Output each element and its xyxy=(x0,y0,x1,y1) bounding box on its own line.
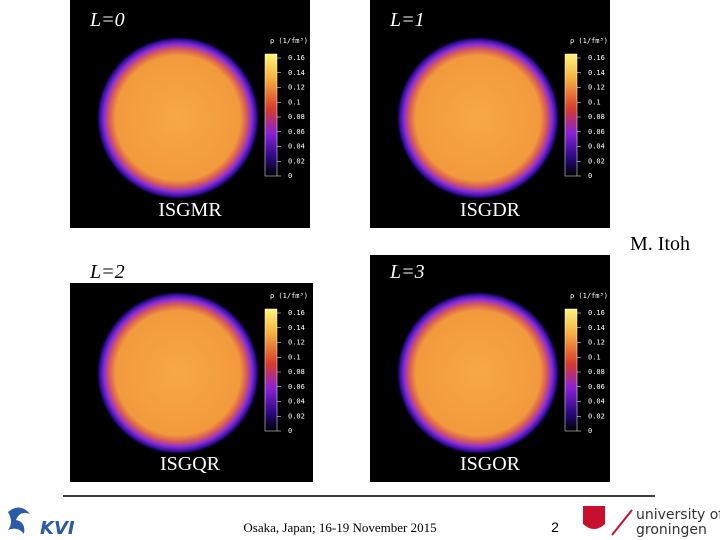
colorbar-tick-label: 0.08 xyxy=(588,368,605,376)
density-blob xyxy=(96,36,260,200)
panel-label: L=2 xyxy=(89,261,125,283)
colorbar-tick-label: 0.16 xyxy=(288,54,305,62)
panels: ρ (1/fm³) 0.16 0.14 0.12 0.1 0.08 0.06 0.04 0.02… xyxy=(70,0,610,482)
colorbar-tick-label: 0.12 xyxy=(588,84,605,92)
colorbar-tick-label: 0.12 xyxy=(288,339,305,347)
colorbar-tick-label: 0.16 xyxy=(588,54,605,62)
colorbar-tick-label: 0.06 xyxy=(588,128,605,136)
colorbar-tick-label: 0.06 xyxy=(288,128,305,136)
colorbar-tick-label: 0.12 xyxy=(588,339,605,347)
author: M. Itoh xyxy=(630,233,690,255)
panel-label: L=1 xyxy=(389,9,425,31)
colorbar-tick-label: 0.02 xyxy=(588,412,605,420)
page-number: 2 xyxy=(551,519,559,535)
colorbar-tick-label: 0.16 xyxy=(588,309,605,317)
colorbar-tick-label: 0.06 xyxy=(288,383,305,391)
colorbar-tick-label: 0.04 xyxy=(288,398,305,406)
colorbar-tick-label: 0 xyxy=(288,427,292,435)
colorbar-tick-label: 0.08 xyxy=(288,368,305,376)
colorbar-tick-label: 0.14 xyxy=(588,69,605,77)
mode-label: ISGQR xyxy=(160,453,221,475)
right-logo-line: groningen xyxy=(636,522,707,538)
colorbar-tick-label: 0.02 xyxy=(288,412,305,420)
colorbar-tick-label: 0.1 xyxy=(588,353,601,361)
left-logo: KVI xyxy=(40,518,75,539)
colorbar-title: ρ (1/fm³) xyxy=(570,37,608,45)
colorbar-tick-label: 0 xyxy=(588,427,592,435)
mode-label: ISGMR xyxy=(158,199,222,221)
colorbar-title: ρ (1/fm³) xyxy=(270,37,308,45)
colorbar-tick-label: 0.04 xyxy=(588,398,605,406)
colorbar xyxy=(264,308,278,432)
colorbar-tick-label: 0 xyxy=(588,172,592,180)
colorbar xyxy=(264,53,278,177)
mode-label: ISGOR xyxy=(460,453,521,475)
colorbar-tick-label: 0.04 xyxy=(588,143,605,151)
colorbar-title: ρ (1/fm³) xyxy=(270,292,308,300)
colorbar-tick-label: 0.16 xyxy=(288,309,305,317)
panel-label: L=0 xyxy=(89,9,125,31)
colorbar-tick-label: 0 xyxy=(288,172,292,180)
colorbar-tick-label: 0.06 xyxy=(588,383,605,391)
colorbar-tick-label: 0.1 xyxy=(588,98,601,106)
colorbar-tick-label: 0.08 xyxy=(288,113,305,121)
density-blob xyxy=(396,291,560,455)
colorbar xyxy=(564,308,578,432)
colorbar-tick-label: 0.14 xyxy=(288,324,305,332)
colorbar-title: ρ (1/fm³) xyxy=(570,292,608,300)
panel-label: L=3 xyxy=(389,261,425,283)
kvi-logo: KVI xyxy=(8,507,75,539)
colorbar xyxy=(564,53,578,177)
footer-venue: Osaka, Japan; 16-19 November 2015 xyxy=(243,520,436,535)
mode-label: ISGDR xyxy=(460,199,521,221)
right-logo-line: university of xyxy=(636,507,720,523)
density-blob xyxy=(96,291,260,455)
colorbar-tick-label: 0.14 xyxy=(588,324,605,332)
colorbar-tick-label: 0.04 xyxy=(288,143,305,151)
colorbar-tick-label: 0.02 xyxy=(588,157,605,165)
colorbar-tick-label: 0.14 xyxy=(288,69,305,77)
colorbar-tick-label: 0.1 xyxy=(288,353,301,361)
colorbar-tick-label: 0.08 xyxy=(588,113,605,121)
colorbar-tick-label: 0.02 xyxy=(288,157,305,165)
colorbar-tick-label: 0.1 xyxy=(288,98,301,106)
colorbar-tick-label: 0.12 xyxy=(288,84,305,92)
groningen-logo: university of groningen xyxy=(583,506,720,538)
density-blob xyxy=(396,36,560,200)
